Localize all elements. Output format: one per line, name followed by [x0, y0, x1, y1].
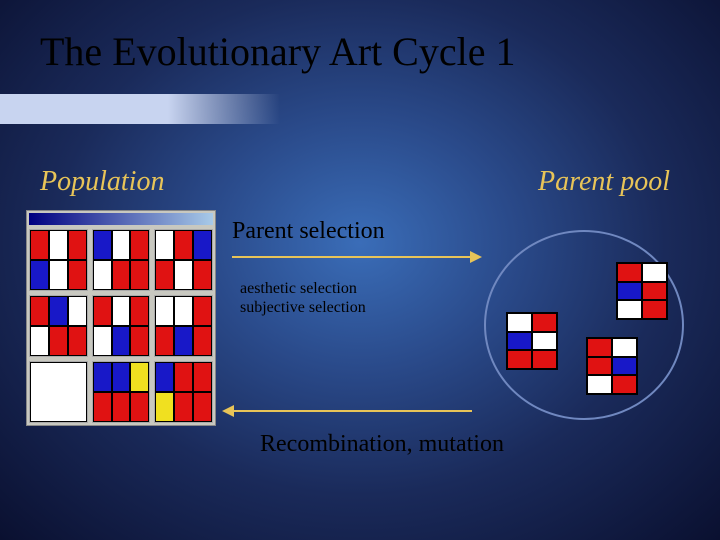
arrow-selection	[232, 256, 472, 258]
label-parent-pool: Parent pool	[538, 166, 670, 198]
window-titlebar	[29, 213, 213, 225]
population-cell	[29, 229, 88, 291]
label-parent-selection: Parent selection	[232, 218, 385, 245]
pool-item	[586, 337, 638, 395]
label-population: Population	[40, 166, 164, 198]
population-cell	[92, 229, 151, 291]
population-cell	[29, 295, 88, 357]
population-grid	[26, 210, 216, 426]
label-recombination: Recombination, mutation	[260, 430, 504, 459]
arrow-recombination	[232, 410, 472, 412]
pool-item	[506, 312, 558, 370]
parent-pool-ellipse	[484, 230, 684, 420]
label-subjective-selection: subjective selection	[240, 299, 366, 317]
population-cell	[154, 229, 213, 291]
title-underline	[0, 94, 280, 124]
population-cell	[154, 361, 213, 423]
label-aesthetic-selection: aesthetic selection	[240, 280, 357, 298]
population-cell	[92, 361, 151, 423]
pool-item	[616, 262, 668, 320]
population-cell	[92, 295, 151, 357]
page-title: The Evolutionary Art Cycle 1	[40, 28, 515, 75]
population-cell	[154, 295, 213, 357]
population-cell	[29, 361, 88, 423]
